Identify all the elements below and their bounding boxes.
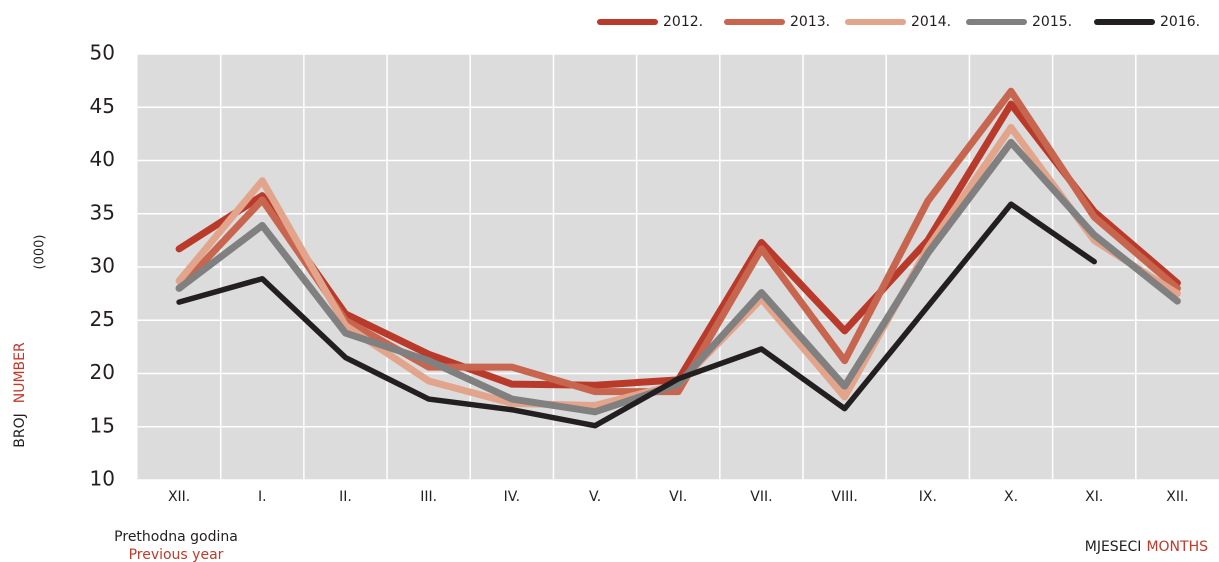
x-tick-label: VI. <box>669 489 687 505</box>
y-tick-label: 35 <box>90 200 115 224</box>
x-tick-label: I. <box>258 489 267 505</box>
x-tick-label: IX. <box>919 489 937 505</box>
x-tick-label: XII. <box>168 489 190 505</box>
y-tick-label: 50 <box>90 41 115 65</box>
x-tick-label: VIII. <box>831 489 857 505</box>
x-tick-label: X. <box>1004 489 1018 505</box>
legend-label: 2015. <box>1032 14 1072 30</box>
y-tick-label: 25 <box>90 307 115 331</box>
x-axis-label: MJESECI MONTHS <box>1085 539 1208 555</box>
y-unit: (000) <box>33 235 48 270</box>
y-tick-label: 10 <box>90 467 115 491</box>
x-tick-label: VII. <box>750 489 772 505</box>
y-axis-label: BROJ NUMBER <box>12 342 28 448</box>
y-tick-label: 40 <box>90 147 115 171</box>
y-label-main: BROJ <box>12 413 28 447</box>
x-label-accent: MONTHS <box>1146 539 1208 555</box>
y-tick-label: 20 <box>90 360 115 384</box>
series-line <box>175 138 1181 416</box>
note-main: Prethodna godina <box>114 529 238 545</box>
x-tick-label: IV. <box>504 489 520 505</box>
y-tick-label: 15 <box>90 413 115 437</box>
legend-label: 2016. <box>1160 14 1200 30</box>
x-tick-label: II. <box>339 489 352 505</box>
y-label-accent: NUMBER <box>12 342 28 403</box>
series-line <box>176 201 1097 429</box>
note-accent: Previous year <box>129 547 224 562</box>
x-tick-label: XII. <box>1166 489 1188 505</box>
x-tick-label: V. <box>589 489 601 505</box>
x-tick-label: XI. <box>1085 489 1103 505</box>
y-tick-label: 30 <box>90 254 115 278</box>
legend-label: 2013. <box>790 14 830 30</box>
x-label-main: MJESECI <box>1085 539 1142 555</box>
legend-label: 2014. <box>911 14 951 30</box>
x-tick-label: III. <box>420 489 437 505</box>
y-tick-label: 45 <box>90 94 115 118</box>
legend-label: 2012. <box>663 14 703 30</box>
